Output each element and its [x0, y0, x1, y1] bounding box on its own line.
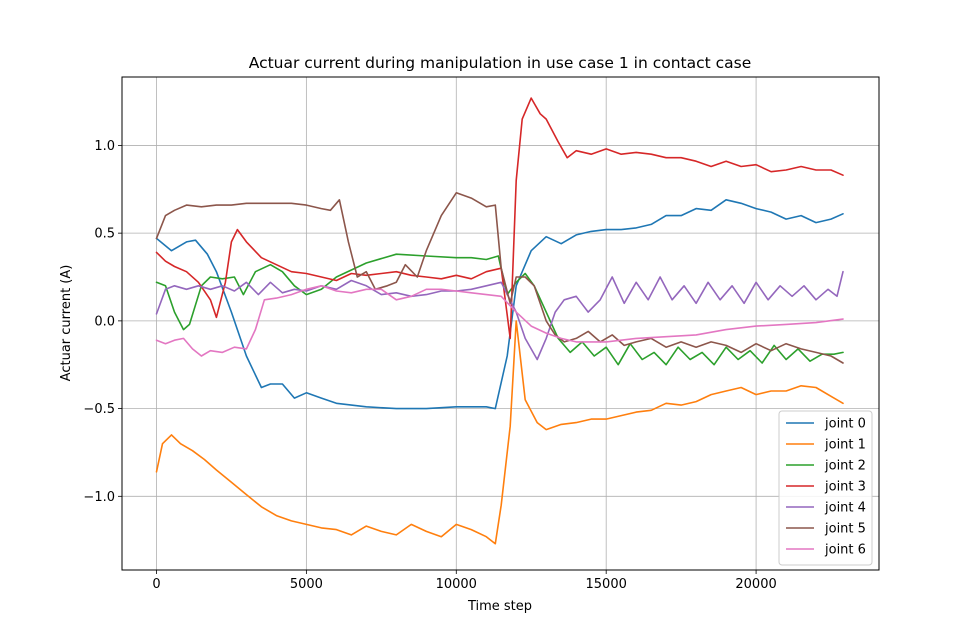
legend-label: joint 3 — [824, 480, 866, 495]
legend: joint 0 joint 1 joint 2 joint 3 joint 4 joint… — [778, 410, 873, 566]
y-tick-label: 0.5 — [94, 227, 115, 242]
y-axis-label: Actuar current (A) — [59, 265, 74, 382]
legend-box — [778, 410, 873, 566]
legend-label: joint 2 — [824, 459, 866, 474]
grid-lines — [122, 77, 879, 570]
legend-label: joint 5 — [824, 522, 866, 537]
series-line-joint-1 — [155, 320, 844, 545]
x-tick-label: 20000 — [735, 577, 776, 592]
series-line-joint-6 — [155, 284, 844, 357]
y-tick-label: 1.0 — [94, 139, 115, 154]
series-line-joint-5 — [155, 192, 844, 364]
legend-label: joint 4 — [824, 501, 866, 516]
x-tick-label: 5000 — [290, 577, 323, 592]
chart-title: Actuar current during manipulation in us… — [249, 54, 752, 72]
legend-label: joint 6 — [824, 543, 866, 558]
series-line-joint-2 — [155, 253, 844, 366]
series-layer — [155, 97, 844, 545]
y-tick-label: −1.0 — [83, 490, 115, 505]
series-line-joint-0 — [155, 199, 844, 410]
y-tick-label: −0.5 — [83, 402, 115, 417]
x-tick-label: 0 — [152, 577, 160, 592]
legend-label: joint 1 — [824, 438, 866, 453]
legend-label: joint 0 — [824, 417, 866, 432]
axis-ticks: 0 5000 10000 15000 20000 −1.0 −0.5 0.0 0.5 1.0 — [83, 139, 776, 592]
x-tick-label: 15000 — [586, 577, 627, 592]
plot-frame — [121, 76, 880, 571]
y-tick-label: 0.0 — [94, 314, 115, 329]
series-line-joint-4 — [155, 270, 844, 361]
x-axis-label: Time step — [467, 599, 532, 614]
x-tick-label: 10000 — [436, 577, 477, 592]
